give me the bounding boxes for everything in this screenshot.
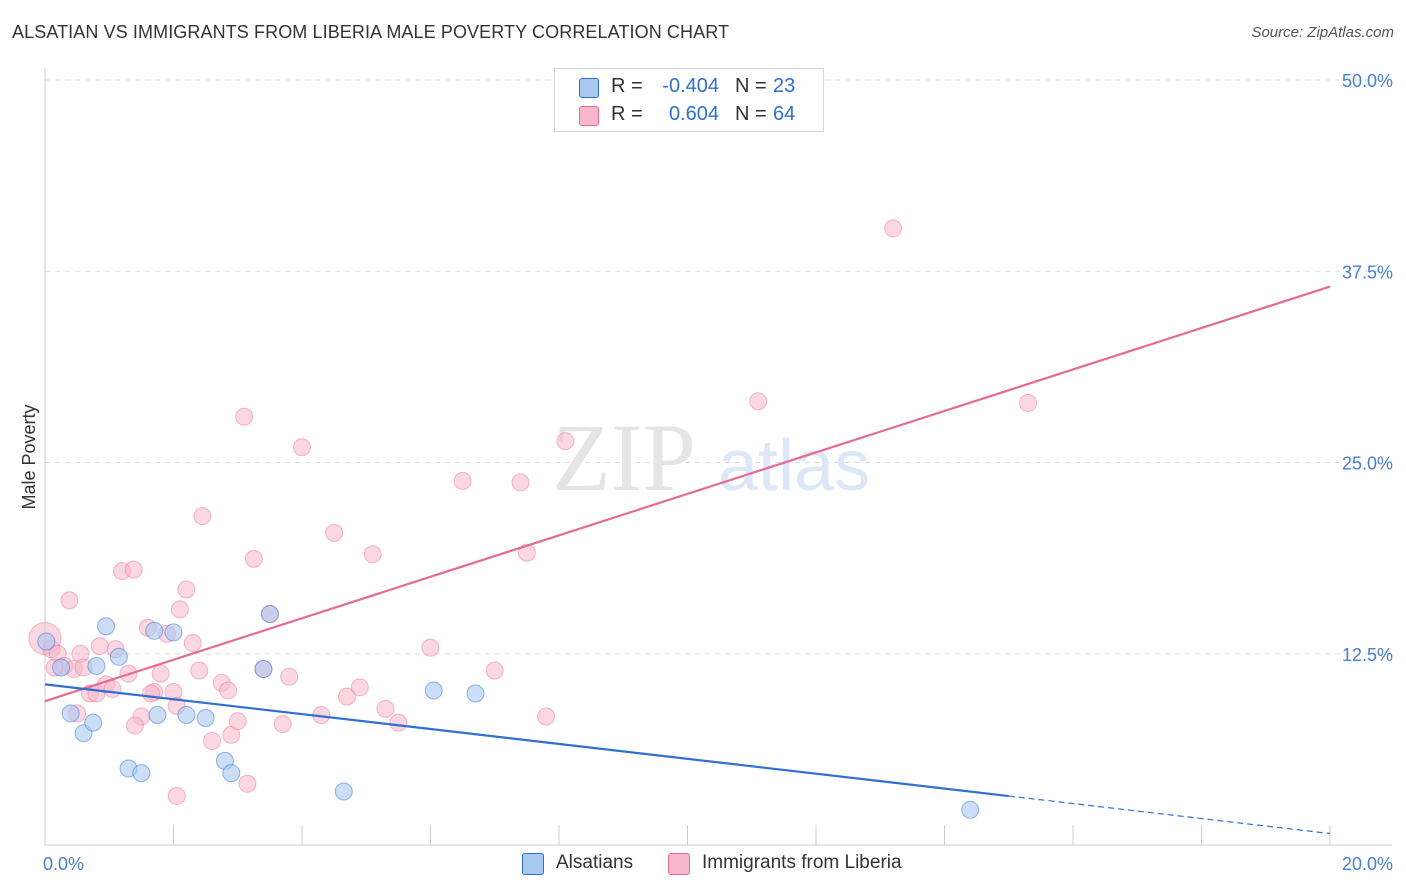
liberia-point [103, 679, 122, 698]
alsatian-point [132, 764, 151, 783]
alsatian-point [254, 660, 273, 679]
alsatian-points [37, 604, 980, 819]
alsatian-point [61, 704, 80, 723]
watermark: ZIP atlas [552, 404, 870, 511]
alsatian-trend-line [44, 683, 1009, 798]
liberia-point [537, 707, 556, 726]
liberia-point [60, 591, 79, 610]
liberia-point [219, 681, 238, 700]
alsatian-trend-extension [1008, 795, 1331, 835]
liberia-point [273, 715, 292, 734]
y-tick-label: 12.5% [1342, 645, 1393, 665]
liberia-point [350, 678, 369, 697]
axes [44, 68, 1392, 846]
liberia-point [280, 667, 299, 686]
r-value: -0.404 [662, 75, 719, 97]
stats-row-liberia: R = 0.604 N = 64 [555, 101, 823, 129]
liberia-point [167, 787, 186, 806]
r-label: R = [611, 75, 643, 97]
liberia-point [389, 713, 408, 732]
n-value: 23 [773, 75, 796, 97]
liberia-point [453, 471, 472, 490]
liberia-point [485, 661, 504, 680]
alsatian-point [52, 658, 71, 677]
y-tick-label: 50.0% [1342, 71, 1393, 91]
liberia-swatch [579, 106, 599, 126]
alsatian-point [148, 705, 167, 724]
liberia-point [244, 549, 263, 568]
alsatian-point [37, 632, 56, 651]
alsatian-point [196, 709, 215, 728]
n-label: N = [735, 103, 767, 125]
alsatian-point [334, 782, 353, 801]
alsatian-point [466, 684, 485, 703]
liberia-point [125, 716, 144, 735]
liberia-point [511, 473, 530, 492]
alsatian-point [222, 764, 241, 783]
y-tick-label: 25.0% [1342, 454, 1393, 474]
liberia-point [1019, 393, 1038, 412]
liberia-point [749, 392, 768, 411]
chart-title: ALSATIAN VS IMMIGRANTS FROM LIBERIA MALE… [12, 22, 730, 42]
liberia-point [90, 637, 109, 656]
n-label: N = [735, 75, 767, 97]
liberia-point [421, 638, 440, 657]
liberia-point [151, 664, 170, 683]
stats-box: R = -0.404 N = 23 R = 0.604 N = 64 [554, 68, 824, 132]
r-value: 0.604 [668, 103, 719, 125]
liberia-point [884, 219, 903, 238]
liberia-point [235, 407, 254, 426]
alsatian-point [961, 800, 980, 819]
chart-source: Source: ZipAtlas.com [1251, 24, 1394, 41]
y-axis-label: Male Poverty [19, 404, 39, 509]
trend-lines [44, 285, 1331, 835]
liberia-point [193, 507, 212, 526]
liberia-point [183, 634, 202, 653]
liberia-point [228, 712, 247, 731]
liberia-point [376, 699, 395, 718]
liberia-point [337, 687, 356, 706]
liberia-legend-swatch [668, 853, 690, 875]
legend-label: Immigrants from Liberia [702, 852, 902, 873]
liberia-point [142, 684, 161, 703]
watermark-zip: ZIP [552, 404, 696, 511]
liberia-point [363, 545, 382, 564]
stats-row-alsatians: R = -0.404 N = 23 [555, 73, 823, 101]
x-tick-label: 20.0% [1342, 854, 1393, 874]
alsatian-point [177, 705, 196, 724]
n-value: 64 [773, 103, 796, 125]
liberia-point [238, 774, 257, 793]
alsatian-point [87, 656, 106, 675]
alsatian-point [109, 647, 128, 666]
liberia-point [170, 600, 189, 619]
alsatians-legend-swatch [522, 853, 544, 875]
watermark-atlas: atlas [718, 426, 870, 506]
legend-label: Alsatians [556, 852, 634, 873]
alsatian-point [84, 713, 103, 732]
liberia-trend-line [44, 285, 1331, 703]
tick-labels: 12.5% 25.0% 37.5% 50.0% 0.0% 20.0% [43, 71, 1393, 874]
alsatian-point [97, 617, 116, 636]
y-tick-label: 37.5% [1342, 262, 1393, 282]
liberia-point [325, 523, 344, 542]
alsatians-swatch [579, 78, 599, 98]
liberia-point [517, 543, 536, 562]
alsatian-point [260, 604, 279, 623]
liberia-point [293, 438, 311, 457]
x-tick-label: 0.0% [43, 854, 84, 874]
alsatian-point [164, 623, 183, 642]
liberia-point [177, 580, 196, 599]
liberia-point [203, 731, 222, 750]
alsatian-point [424, 681, 443, 700]
gridlines [45, 79, 1390, 655]
liberia-point [190, 661, 209, 680]
liberia-point [556, 432, 575, 451]
liberia-point [124, 560, 143, 579]
r-label: R = [611, 103, 643, 125]
alsatian-point [145, 621, 164, 640]
